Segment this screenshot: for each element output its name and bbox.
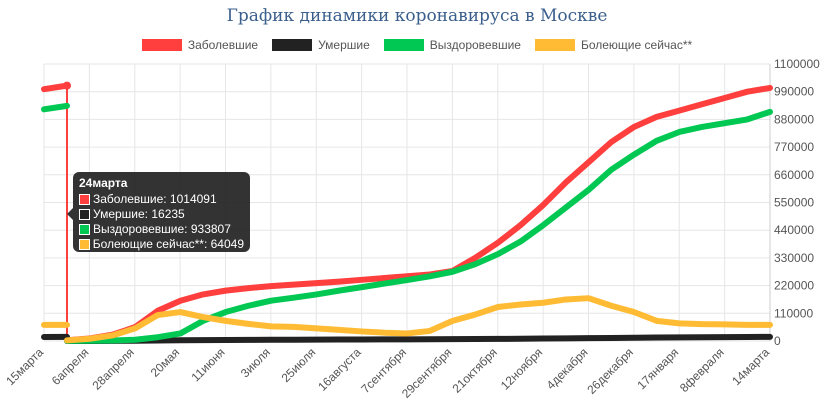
y-tick-label: 330000 bbox=[774, 251, 814, 265]
series-line-1 bbox=[64, 333, 773, 344]
x-tick-label: 12ноября bbox=[498, 345, 545, 392]
y-tick-label: 550000 bbox=[774, 196, 814, 210]
y-tick-label: 110000 bbox=[774, 306, 813, 320]
y-tick-label: 660000 bbox=[774, 168, 814, 182]
tooltip: 24марта Заболевшие: 1014091 Умершие: 162… bbox=[67, 172, 250, 252]
tooltip-swatch-infected bbox=[79, 194, 90, 205]
x-tick-label: 8февраля bbox=[677, 345, 727, 395]
legend-label-active: Болеющие сейчас** bbox=[580, 38, 693, 52]
tooltip-row-recovered: Выздоровевшие: 933807 bbox=[79, 222, 244, 237]
legend-item-infected[interactable]: Заболевшие bbox=[141, 38, 259, 52]
tooltip-swatch-recovered bbox=[79, 224, 90, 235]
tooltip-swatch-deaths bbox=[79, 209, 90, 220]
tooltip-row-infected: Заболевшие: 1014091 bbox=[79, 192, 244, 207]
tooltip-swatch-active bbox=[79, 239, 90, 250]
x-tick-label: 20мая bbox=[148, 345, 182, 379]
tooltip-text-active: Болеющие сейчас**: 64049 bbox=[92, 237, 244, 251]
y-tick-label: 1100000 bbox=[774, 57, 820, 71]
series-line-2 bbox=[64, 108, 773, 344]
legend-item-active[interactable]: Болеющие сейчас** bbox=[534, 38, 693, 52]
legend-swatch-deaths bbox=[272, 39, 313, 51]
x-tick-label: 21октября bbox=[449, 345, 499, 395]
legend-label-recovered: Выздоровевшие bbox=[429, 38, 521, 52]
y-tick-label: 880000 bbox=[774, 112, 814, 126]
x-tick-label: 11июня bbox=[189, 345, 228, 384]
tooltip-text-recovered: Выздоровевшие: 933807 bbox=[93, 222, 231, 236]
y-tick-label: 440000 bbox=[774, 223, 814, 237]
legend-swatch-infected bbox=[141, 39, 182, 51]
x-tick-label: 3июля bbox=[238, 345, 273, 380]
x-tick-label: 17января bbox=[634, 345, 681, 392]
legend-item-deaths[interactable]: Умершие bbox=[272, 38, 370, 52]
tooltip-caret bbox=[67, 208, 73, 220]
tooltip-title: 24марта bbox=[79, 176, 128, 190]
y-tick-label: 220000 bbox=[774, 279, 814, 293]
y-tick-label: 770000 bbox=[774, 140, 814, 154]
series-line-head-2 bbox=[41, 102, 70, 113]
y-tick-label: 0 bbox=[774, 334, 781, 348]
x-tick-label: 6апреля bbox=[49, 345, 92, 388]
tooltip-text-infected: Заболевшие: 1014091 bbox=[93, 192, 217, 206]
legend-swatch-active bbox=[534, 39, 575, 51]
x-tick-label: 16августа bbox=[315, 345, 364, 394]
x-tick-label: 15марта bbox=[3, 345, 46, 388]
tooltip-text-deaths: Умершие: 16235 bbox=[93, 207, 185, 221]
series-line-3 bbox=[64, 295, 773, 344]
legend-label-infected: Заболевшие bbox=[187, 38, 259, 52]
series-point-active-0 bbox=[63, 81, 71, 90]
chart-title: График динамики коронавируса в Москве bbox=[226, 6, 608, 26]
legend-item-recovered[interactable]: Выздоровевшие bbox=[383, 38, 521, 52]
x-tick-label: 25июля bbox=[279, 345, 319, 385]
tooltip-row-active: Болеющие сейчас**: 64049 bbox=[79, 237, 244, 252]
legend-swatch-recovered bbox=[383, 39, 424, 51]
y-axis: 0 110000 220000 330000 440000 550000 660000 770… bbox=[774, 57, 820, 348]
legend: Заболевшие Умершие Выздоровевшие Болеющи… bbox=[0, 38, 834, 52]
legend-label-deaths: Умершие bbox=[318, 38, 370, 52]
x-tick-label: 26декабря bbox=[584, 345, 636, 397]
x-tick-label: 4декабря bbox=[544, 345, 591, 392]
tooltip-row-deaths: Умершие: 16235 bbox=[79, 207, 244, 222]
x-tick-label: 28апреля bbox=[90, 345, 137, 392]
y-tick-label: 990000 bbox=[774, 85, 814, 99]
series-lines bbox=[41, 81, 773, 344]
x-tick-label: 14марта bbox=[729, 345, 772, 388]
